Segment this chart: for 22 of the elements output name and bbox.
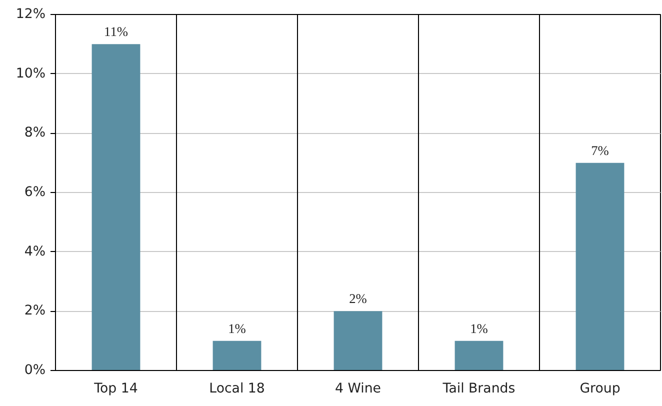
y-tick-label: 12% xyxy=(16,7,46,22)
x-tick-label: 4 Wine xyxy=(335,382,381,396)
y-tick-label: 0% xyxy=(24,363,46,378)
y-tick-label: 2% xyxy=(24,304,46,319)
y-tick-label: 8% xyxy=(24,126,46,141)
data-label: 2% xyxy=(349,291,367,306)
x-tick-label: Group xyxy=(580,382,620,396)
x-tick-label: Tail Brands xyxy=(442,382,516,396)
bar xyxy=(334,311,382,370)
data-label: 1% xyxy=(228,320,246,336)
bar xyxy=(92,44,140,370)
data-label: 7% xyxy=(591,142,609,158)
bar xyxy=(212,340,262,370)
x-tick-label: Local 18 xyxy=(209,382,265,396)
y-tick-label: 10% xyxy=(16,66,46,82)
y-tick-label: 4% xyxy=(24,244,46,260)
data-label: 11% xyxy=(104,24,128,40)
y-tick-label: 6% xyxy=(24,185,46,200)
bar xyxy=(454,340,504,370)
bar xyxy=(576,162,624,370)
x-tick-label: Top 14 xyxy=(93,382,138,396)
data-label: 1% xyxy=(470,320,488,336)
